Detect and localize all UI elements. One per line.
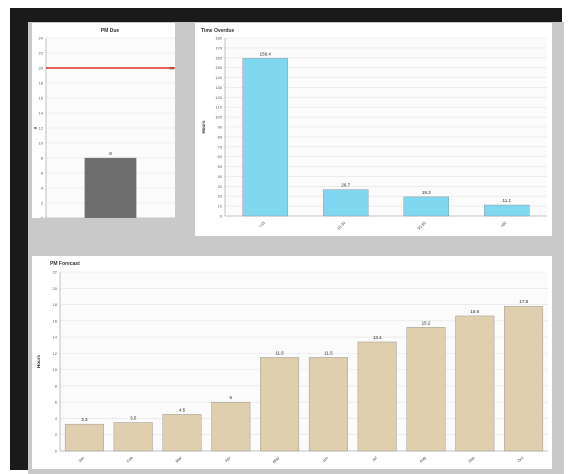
x-tick-label: May	[271, 455, 280, 464]
y-tick-label: 10	[53, 367, 58, 372]
bar-3	[162, 414, 202, 452]
data-label: 3.5	[130, 416, 137, 421]
y-tick-label: 20	[53, 286, 58, 291]
data-label: 4.5	[179, 407, 186, 412]
x-tick-label: Apr	[224, 455, 232, 463]
y-tick-label: 6	[55, 400, 58, 405]
bar-10	[504, 305, 544, 452]
y-tick-label: 2	[55, 432, 58, 437]
bar-5	[260, 357, 300, 452]
y-tick-label: 18	[53, 302, 58, 307]
bar-8	[406, 327, 446, 452]
y-tick-label: 18	[39, 81, 44, 86]
data-label: 8	[109, 151, 112, 156]
y-tick-label: 22	[53, 270, 58, 275]
bar-7	[357, 341, 397, 452]
x-tick-label: <15	[258, 220, 267, 229]
y-tick-label: 14	[39, 111, 44, 116]
bar-1	[64, 423, 104, 452]
data-label: 11.1	[503, 198, 512, 203]
x-tick-label: Jun	[321, 455, 329, 463]
y-tick-label: 22	[39, 51, 44, 56]
y-tick-label: 110	[216, 105, 223, 110]
y-tick-label: 130	[215, 85, 222, 90]
y-tick-label: 50	[218, 164, 223, 169]
bar-1	[84, 157, 137, 218]
y-tick-label: 170	[215, 45, 222, 50]
y-tick-label: 16	[53, 318, 58, 323]
chart-title: PM Forecast	[50, 261, 80, 267]
x-tick-label: >60	[499, 220, 508, 229]
y-tick-label: 100	[215, 115, 222, 120]
y-tick-label: 140	[215, 75, 222, 80]
y-tick-label: 14	[53, 335, 58, 340]
y-tick-label: 12	[53, 351, 58, 356]
y-axis-label: Hours	[201, 120, 206, 133]
y-axis-label: #	[33, 126, 38, 129]
y-tick-label: 8	[55, 383, 58, 388]
bar-9	[455, 315, 495, 452]
y-tick-label: 12	[39, 126, 44, 131]
data-label: 13.4	[373, 335, 382, 340]
x-tick-label: Jul	[371, 455, 378, 462]
y-tick-label: 40	[218, 174, 223, 179]
data-label: 159.4	[260, 51, 272, 56]
x-tick-label: 15-30	[336, 220, 347, 231]
chart-title: PM Due	[101, 28, 120, 34]
y-tick-label: 150	[215, 65, 222, 70]
y-tick-label: 8	[41, 156, 44, 161]
y-axis-label: Hours	[36, 355, 41, 368]
data-label: 16.6	[470, 309, 479, 314]
y-tick-label: 70	[218, 144, 223, 149]
y-tick-label: 180	[215, 36, 222, 41]
y-tick-label: 10	[39, 141, 44, 146]
data-label: 3.3	[81, 417, 88, 422]
y-tick-label: 4	[55, 416, 58, 421]
y-tick-label: 2	[41, 201, 44, 206]
time-overdue-chart: Time Overdue 0 10 20 30 40 50 60 70 80 90 100 110 120…	[195, 23, 552, 236]
bar-3	[403, 196, 449, 217]
x-tick-label: 30-60	[416, 220, 427, 231]
x-tick-label: Oct	[516, 455, 525, 464]
bar-1	[242, 58, 288, 217]
x-tick-label: Feb	[125, 455, 134, 464]
x-tick-label: Mar	[174, 455, 183, 464]
data-label: 19.3	[422, 190, 431, 195]
y-tick-label: 90	[218, 125, 223, 130]
y-tick-label: 120	[215, 95, 222, 100]
data-label: 17.8	[519, 299, 528, 304]
data-label: 11.5	[275, 350, 284, 355]
y-tick-label: 24	[39, 36, 44, 41]
x-tick-label: Aug	[418, 455, 427, 464]
data-label: 6	[230, 395, 233, 400]
y-tick-label: 10	[218, 204, 223, 209]
x-tick-label: Sep	[467, 455, 476, 464]
y-tick-label: 0	[220, 214, 223, 219]
y-tick-label: 20	[218, 194, 223, 199]
bar-2	[323, 189, 369, 217]
target-line-label: 20	[170, 66, 175, 71]
y-tick-label: 30	[218, 184, 223, 189]
bar-4	[484, 204, 530, 217]
pm-forecast-chart: PM Forecast 0 2 4 6 8 10 12 14 16 18 20 22 Hours 3.3 Ja…	[32, 256, 552, 469]
bar-4	[211, 401, 251, 452]
x-tick-label: Jan	[77, 455, 85, 463]
bar-2	[113, 422, 153, 452]
y-tick-label: 160	[215, 55, 222, 60]
y-tick-label: 16	[39, 96, 44, 101]
y-tick-label: 80	[218, 134, 223, 139]
data-label: 11.5	[324, 350, 333, 355]
y-tick-label: 60	[218, 154, 223, 159]
y-tick-label: 6	[41, 171, 44, 176]
chart-title: Time Overdue	[201, 28, 234, 34]
y-tick-label: 20	[39, 66, 44, 71]
data-label: 26.7	[341, 183, 350, 188]
y-tick-label: 4	[41, 186, 44, 191]
y-tick-label: 0	[41, 216, 44, 219]
y-tick-label: 0	[55, 449, 58, 454]
data-label: 15.2	[422, 320, 431, 325]
bar-6	[308, 357, 348, 452]
